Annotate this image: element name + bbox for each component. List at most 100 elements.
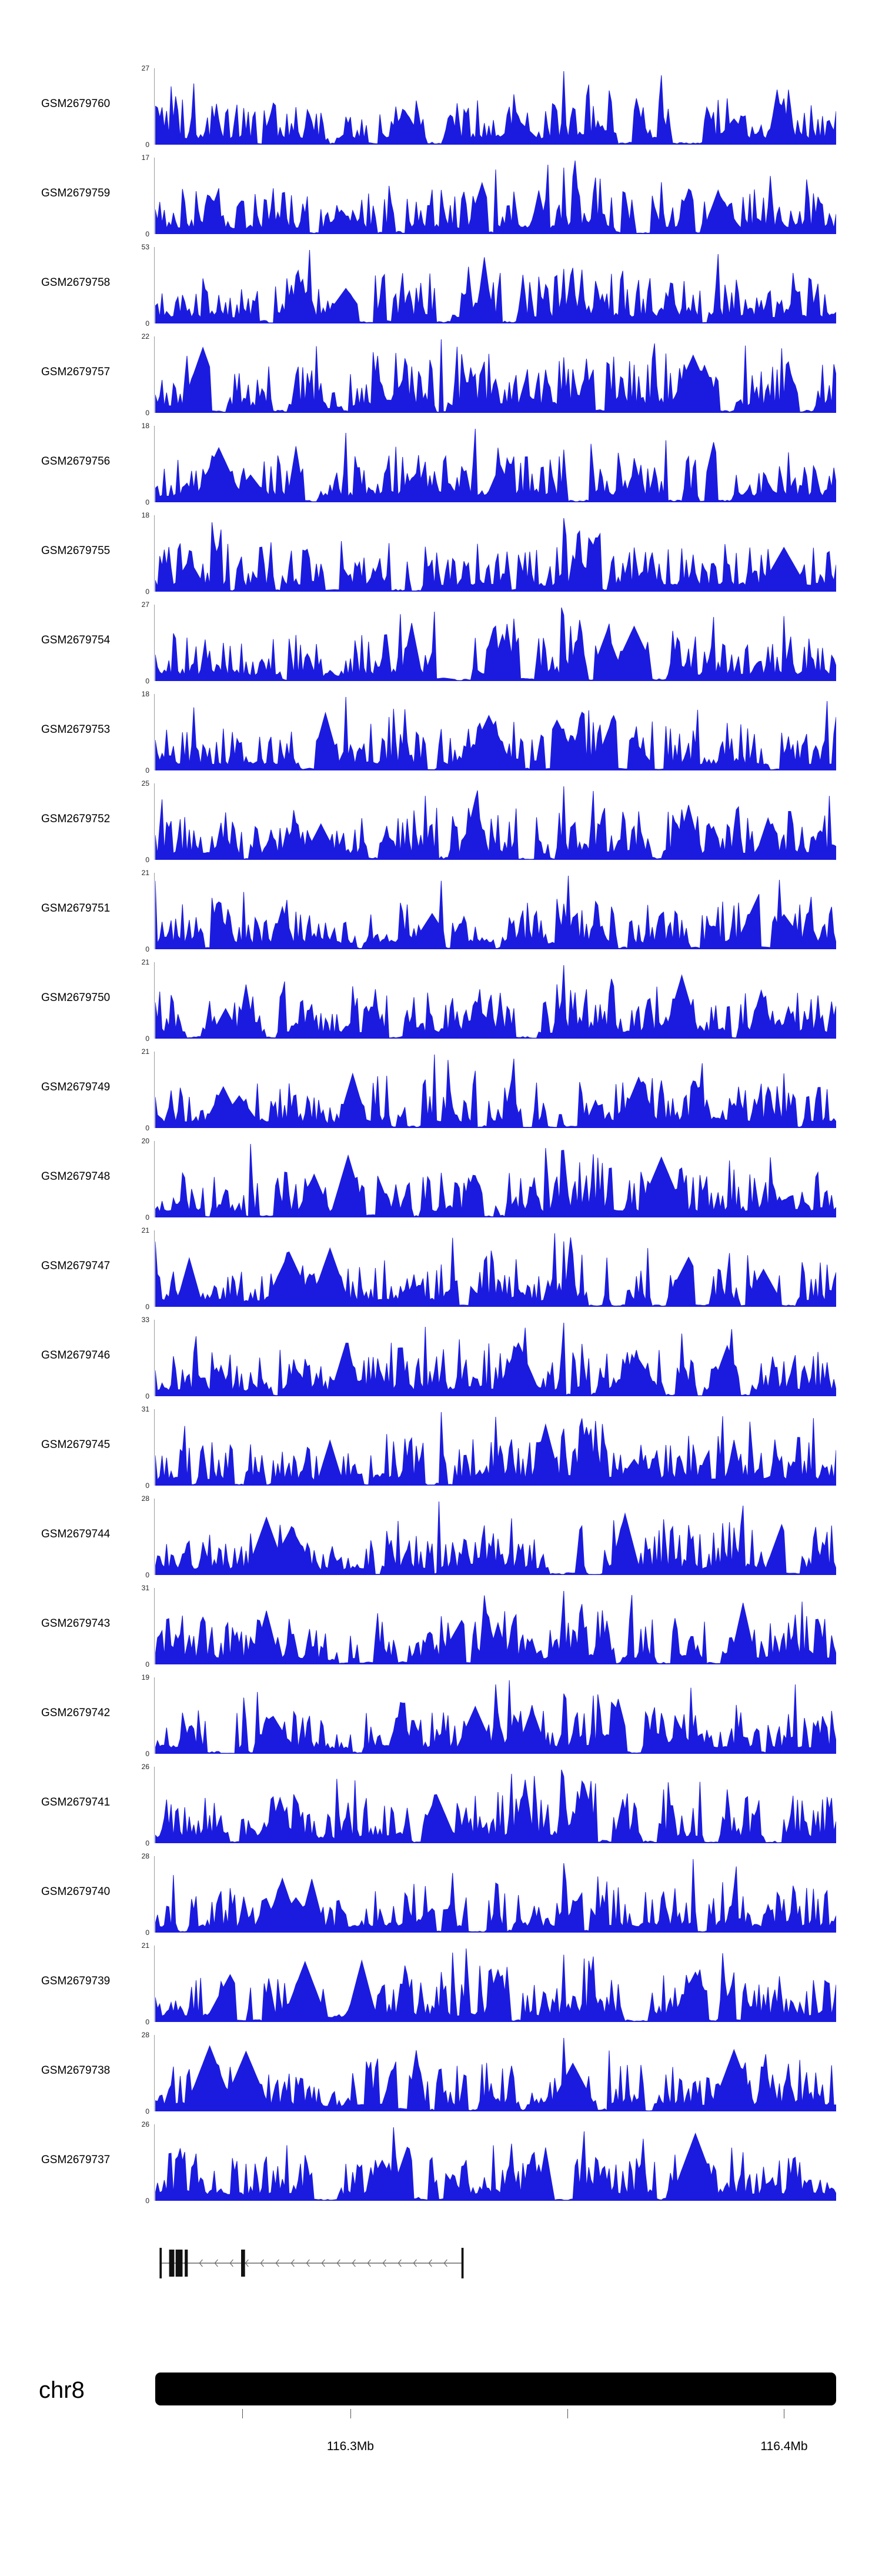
y-axis-max-label: 21	[141, 1941, 149, 1950]
coverage-signal-area	[155, 339, 836, 413]
coverage-signal-area	[155, 1501, 836, 1575]
strand-arrow-icon	[413, 2259, 417, 2267]
coverage-track-row: GSM2679737 26 0	[0, 2115, 882, 2205]
sample-label: GSM2679754	[41, 634, 111, 646]
coverage-signal-area	[155, 786, 836, 860]
coverage-signal-area	[155, 1054, 836, 1128]
y-axis-max-label: 31	[141, 1405, 149, 1413]
signal-plot: 21 0	[142, 958, 836, 1043]
y-axis-line	[154, 515, 155, 592]
sample-label: GSM2679739	[41, 1975, 111, 1987]
signal-plot: 17 0	[142, 154, 836, 238]
sample-label: GSM2679756	[41, 455, 111, 468]
coverage-signal-area	[155, 1322, 836, 1396]
signal-plot: 25 0	[142, 779, 836, 864]
y-axis-max-label: 33	[141, 1316, 149, 1324]
y-axis-line	[154, 1320, 155, 1396]
gene-exon	[175, 2250, 183, 2277]
y-axis-max-label: 20	[141, 1137, 149, 1145]
y-axis-zero-label: 0	[145, 2107, 149, 2115]
signal-plot: 31 0	[142, 1405, 836, 1490]
y-axis-line	[154, 873, 155, 949]
signal-plot: 28 0	[142, 1852, 836, 1937]
coverage-track-row: GSM2679756 18 0	[0, 416, 882, 506]
y-axis-max-label: 21	[141, 869, 149, 877]
y-axis-max-label: 28	[141, 2031, 149, 2039]
coverage-track-row: GSM2679746 33 0	[0, 1310, 882, 1400]
strand-arrow-icon	[275, 2259, 279, 2267]
coverage-signal-area	[155, 1680, 836, 1754]
strand-arrow-icon	[397, 2259, 402, 2267]
strand-arrow-icon	[290, 2259, 295, 2267]
coverage-signal-area	[155, 71, 836, 145]
coverage-signal-area	[155, 965, 836, 1039]
coverage-track-row: GSM2679755 18 0	[0, 506, 882, 596]
coverage-track-row: GSM2679739 21 0	[0, 1936, 882, 2026]
signal-plot: 18 0	[142, 690, 836, 775]
strand-arrow-icon	[336, 2259, 340, 2267]
gene-exon	[461, 2248, 464, 2278]
y-axis-line	[154, 1230, 155, 1307]
coverage-signal-area	[155, 1590, 836, 1664]
coverage-signal-area	[155, 607, 836, 681]
sample-label: GSM2679760	[41, 98, 111, 110]
y-axis-max-label: 31	[141, 1584, 149, 1592]
sample-label: GSM2679742	[41, 1707, 111, 1719]
y-axis-line	[154, 783, 155, 860]
y-axis-zero-label: 0	[145, 1660, 149, 1669]
sample-label: GSM2679737	[41, 2154, 111, 2166]
coverage-signal-area	[155, 1769, 836, 1843]
ruler-tick	[567, 2409, 568, 2418]
signal-plot: 21 0	[142, 1047, 836, 1132]
y-axis-zero-label: 0	[145, 766, 149, 775]
y-axis-max-label: 21	[141, 1226, 149, 1234]
coverage-signal-area	[155, 1858, 836, 1933]
y-axis-zero-label: 0	[145, 945, 149, 953]
strand-arrow-icon	[306, 2259, 310, 2267]
strand-arrow-icon	[245, 2259, 249, 2267]
y-axis-line	[154, 962, 155, 1039]
coverage-track-row: GSM2679738 28 0	[0, 2026, 882, 2115]
signal-plot: 33 0	[142, 1316, 836, 1400]
y-axis-line	[154, 1052, 155, 1128]
y-axis-zero-label: 0	[145, 1571, 149, 1579]
signal-plot: 21 0	[142, 869, 836, 953]
y-axis-zero-label: 0	[145, 1213, 149, 1222]
strand-arrow-icon	[321, 2259, 325, 2267]
strand-arrow-icon	[352, 2259, 356, 2267]
coverage-signal-area	[155, 1143, 836, 1217]
sample-label: GSM2679747	[41, 1260, 111, 1272]
sample-label: GSM2679751	[41, 902, 111, 915]
y-axis-zero-label: 0	[145, 2018, 149, 2026]
coverage-signal-area	[155, 428, 836, 502]
coverage-signal-area	[155, 1233, 836, 1307]
coverage-track-row: GSM2679749 21 0	[0, 1042, 882, 1132]
sample-label: GSM2679757	[41, 366, 111, 378]
coverage-signal-area	[155, 2127, 836, 2201]
coverage-track-row: GSM2679747 21 0	[0, 1221, 882, 1311]
sample-label: GSM2679745	[41, 1439, 111, 1451]
y-axis-line	[154, 1856, 155, 1933]
coverage-track-row: GSM2679745 31 0	[0, 1400, 882, 1490]
y-axis-zero-label: 0	[145, 1928, 149, 1937]
sample-label: GSM2679755	[41, 545, 111, 557]
sample-label: GSM2679741	[41, 1796, 111, 1808]
y-axis-zero-label: 0	[145, 1035, 149, 1043]
y-axis-zero-label: 0	[145, 141, 149, 149]
strand-arrow-icon	[214, 2259, 218, 2267]
sample-label: GSM2679744	[41, 1528, 111, 1540]
sample-label: GSM2679743	[41, 1617, 111, 1630]
signal-plot: 19 0	[142, 1673, 836, 1758]
signal-plot: 28 0	[142, 1494, 836, 1579]
chromosome-label: chr8	[39, 2377, 85, 2403]
y-axis-zero-label: 0	[145, 1839, 149, 1847]
y-axis-max-label: 19	[141, 1673, 149, 1681]
signal-plot: 28 0	[142, 2031, 836, 2115]
strand-arrow-icon	[443, 2259, 447, 2267]
y-axis-max-label: 18	[141, 511, 149, 519]
y-axis-zero-label: 0	[145, 1750, 149, 1758]
y-axis-line	[154, 336, 155, 413]
coverage-track-row: GSM2679748 20 0	[0, 1132, 882, 1222]
coverage-signal-area	[155, 875, 836, 949]
